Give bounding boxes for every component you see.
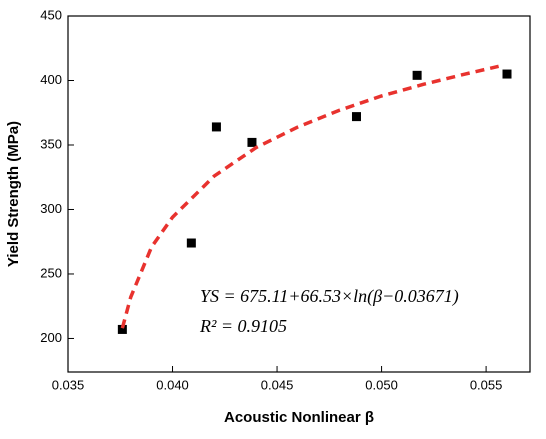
- r-squared: R² = 0.9105: [199, 316, 287, 336]
- data-point: [117, 324, 127, 334]
- x-tick-label: 0.045: [261, 377, 294, 392]
- data-point: [211, 122, 221, 132]
- x-axis-title: Acoustic Nonlinear β: [224, 409, 374, 426]
- y-tick-label: 450: [40, 7, 62, 22]
- x-tick-label: 0.035: [52, 377, 85, 392]
- y-tick-label: 350: [40, 136, 62, 151]
- x-tick-label: 0.040: [156, 377, 189, 392]
- data-point: [186, 238, 196, 248]
- y-tick-label: 250: [40, 265, 62, 280]
- y-tick-label: 400: [40, 72, 62, 87]
- y-tick-label: 200: [40, 330, 62, 345]
- data-point: [351, 112, 361, 122]
- y-axis-title: Yield Strength (MPa): [5, 121, 22, 267]
- x-tick-label: 0.050: [365, 377, 398, 392]
- plot-frame: [67, 15, 531, 373]
- data-point: [502, 69, 512, 79]
- data-point: [247, 137, 257, 147]
- data-point: [412, 70, 422, 80]
- x-tick-label: 0.055: [470, 377, 503, 392]
- fit-curve: [120, 64, 500, 329]
- y-tick-label: 300: [40, 201, 62, 216]
- equation: YS = 675.11+66.53×ln(β−0.03671): [200, 286, 459, 307]
